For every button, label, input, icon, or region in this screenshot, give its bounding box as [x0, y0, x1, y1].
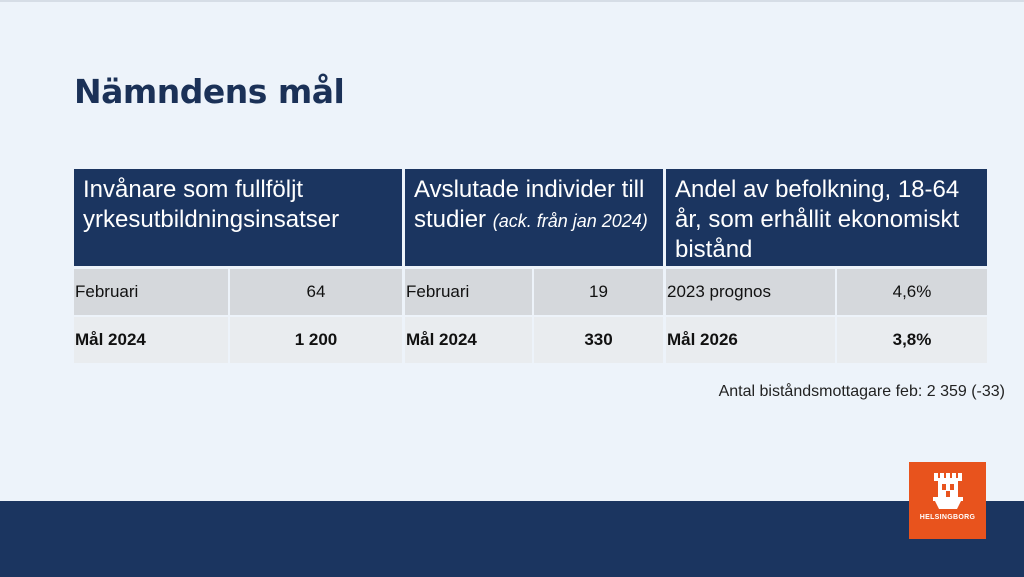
target-label: Mål 2024: [74, 317, 228, 363]
target-value: 3,8%: [837, 317, 987, 363]
footnote: Antal biståndsmottagare feb: 2 359 (-33): [718, 383, 1005, 400]
target-value: 330: [534, 317, 663, 363]
row-label: Februari: [74, 269, 228, 315]
goal-values: 2023 prognos 4,6% Mål 2026 3,8%: [666, 269, 987, 363]
goal-column-studies: Avslutade individer till studier (ack. f…: [405, 169, 663, 363]
goal-header: Invånare som fullföljt yrkesutbildningsi…: [74, 169, 402, 266]
footer-band: [0, 501, 1024, 577]
goal-values: Februari 64 Mål 2024 1 200: [74, 269, 402, 363]
target-label: Mål 2024: [405, 317, 532, 363]
goal-header-note: (ack. från jan 2024): [492, 211, 648, 231]
goals-table: Invånare som fullföljt yrkesutbildningsi…: [74, 169, 987, 363]
goal-header: Andel av befolkning, 18-64 år, som erhål…: [666, 169, 987, 266]
goal-header: Avslutade individer till studier (ack. f…: [405, 169, 663, 266]
logo-wordmark: HELSINGBORG: [919, 514, 976, 521]
row-label: Februari: [405, 269, 532, 315]
goal-header-text: Avslutade individer till studier: [414, 176, 645, 233]
helsingborg-logo: HELSINGBORG: [909, 462, 986, 539]
castle-crest-icon: [932, 473, 963, 509]
goal-header-text: Invånare som fullföljt yrkesutbildningsi…: [83, 176, 340, 233]
target-value: 1 200: [230, 317, 402, 363]
page-title: Nämndens mål: [74, 72, 345, 111]
top-border: [0, 0, 1024, 2]
target-label: Mål 2026: [666, 317, 835, 363]
goal-column-vocational-training: Invånare som fullföljt yrkesutbildningsi…: [74, 169, 402, 363]
goal-values: Februari 19 Mål 2024 330: [405, 269, 663, 363]
row-value: 19: [534, 269, 663, 315]
row-value: 64: [230, 269, 402, 315]
row-value: 4,6%: [837, 269, 987, 315]
goal-column-financial-aid: Andel av befolkning, 18-64 år, som erhål…: [666, 169, 987, 363]
goal-header-text: Andel av befolkning, 18-64 år, som erhål…: [675, 176, 960, 263]
row-label: 2023 prognos: [666, 269, 835, 315]
